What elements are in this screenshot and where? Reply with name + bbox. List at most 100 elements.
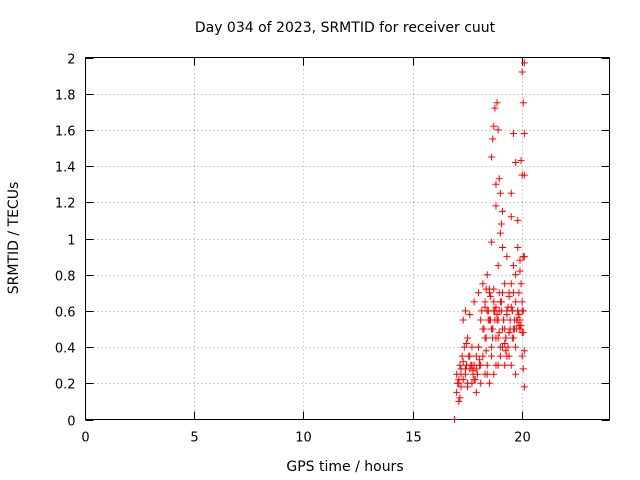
data-point xyxy=(477,379,485,387)
data-point xyxy=(496,189,504,197)
data-point xyxy=(513,325,521,333)
y-tick-label: 0.4 xyxy=(55,342,76,357)
data-point xyxy=(509,289,517,297)
data-point xyxy=(460,343,468,351)
y-tick-label: 1.2 xyxy=(55,197,76,212)
data-point xyxy=(497,307,505,315)
data-point xyxy=(514,244,522,252)
data-point xyxy=(508,334,516,342)
y-tick-label: 1.8 xyxy=(55,89,76,104)
data-point xyxy=(494,262,502,270)
data-point xyxy=(477,316,485,324)
data-points xyxy=(450,59,528,423)
data-point xyxy=(488,153,496,161)
data-point xyxy=(450,416,458,423)
data-point xyxy=(488,343,496,351)
data-point xyxy=(468,361,476,369)
data-point xyxy=(492,202,500,210)
y-tick-label: 0.2 xyxy=(55,378,76,393)
data-point xyxy=(518,352,526,360)
data-point xyxy=(503,311,511,319)
data-point xyxy=(504,303,512,311)
data-point xyxy=(461,365,469,373)
axis-ticks: 00.20.40.60.811.21.41.61.820 5 10 15 20 xyxy=(55,53,610,446)
data-point xyxy=(520,347,528,355)
data-point xyxy=(459,316,467,324)
data-point xyxy=(476,356,484,364)
data-point xyxy=(493,99,501,107)
data-point xyxy=(503,352,511,360)
data-point xyxy=(481,334,489,342)
data-point xyxy=(499,207,507,215)
data-point xyxy=(466,352,474,360)
data-point xyxy=(466,311,474,319)
x-tick-label: 20 xyxy=(514,431,531,446)
data-point xyxy=(462,339,470,347)
data-point xyxy=(470,376,478,384)
data-point xyxy=(482,347,490,355)
data-point xyxy=(496,343,504,351)
y-tick-label: 2 xyxy=(67,53,75,68)
data-point xyxy=(490,307,498,315)
data-point xyxy=(461,307,469,315)
data-point xyxy=(475,289,482,297)
data-point xyxy=(509,262,517,270)
data-point xyxy=(485,285,493,293)
data-point xyxy=(514,216,522,224)
data-point xyxy=(499,289,507,297)
data-point xyxy=(517,157,525,165)
data-point xyxy=(483,307,491,315)
data-point xyxy=(501,325,509,333)
data-point xyxy=(492,303,500,311)
data-point xyxy=(458,352,466,360)
data-point xyxy=(493,311,501,319)
data-point xyxy=(490,370,498,378)
data-point xyxy=(515,311,523,319)
data-point xyxy=(518,307,526,315)
data-point xyxy=(518,68,526,76)
data-point xyxy=(502,347,510,355)
plot-frame xyxy=(85,57,610,420)
data-point xyxy=(472,365,480,373)
data-point xyxy=(520,383,528,391)
data-point xyxy=(457,383,465,391)
data-point xyxy=(495,175,503,183)
data-point xyxy=(475,343,482,351)
data-point xyxy=(468,343,476,351)
data-point xyxy=(459,358,467,366)
grid-lines xyxy=(85,57,610,420)
data-point xyxy=(512,370,520,378)
data-point xyxy=(519,99,527,107)
data-point xyxy=(491,104,499,112)
data-point xyxy=(455,379,463,387)
data-point xyxy=(512,158,520,166)
data-point xyxy=(494,126,502,134)
data-point xyxy=(487,292,495,300)
data-point xyxy=(490,298,498,306)
data-point xyxy=(489,135,497,143)
chart-title: Day 034 of 2023, SRMTID for receiver cuu… xyxy=(195,20,496,36)
data-point xyxy=(503,253,511,261)
data-point xyxy=(490,122,498,130)
data-point xyxy=(472,352,480,360)
data-point xyxy=(459,376,467,384)
data-point xyxy=(488,325,496,333)
y-tick-label: 1.6 xyxy=(55,125,76,140)
data-point xyxy=(483,370,491,378)
data-point xyxy=(488,238,496,246)
data-point xyxy=(496,298,504,306)
data-point xyxy=(517,321,525,329)
data-point xyxy=(464,334,472,342)
data-point xyxy=(507,361,515,369)
data-point xyxy=(516,256,524,264)
data-point xyxy=(501,280,509,288)
data-point xyxy=(479,325,487,333)
data-point xyxy=(504,343,512,351)
x-tick-label: 0 xyxy=(81,431,89,446)
data-point xyxy=(479,280,487,288)
data-point xyxy=(507,280,515,288)
y-tick-label: 0.8 xyxy=(55,270,76,285)
data-point xyxy=(512,271,520,279)
data-point xyxy=(505,329,513,337)
